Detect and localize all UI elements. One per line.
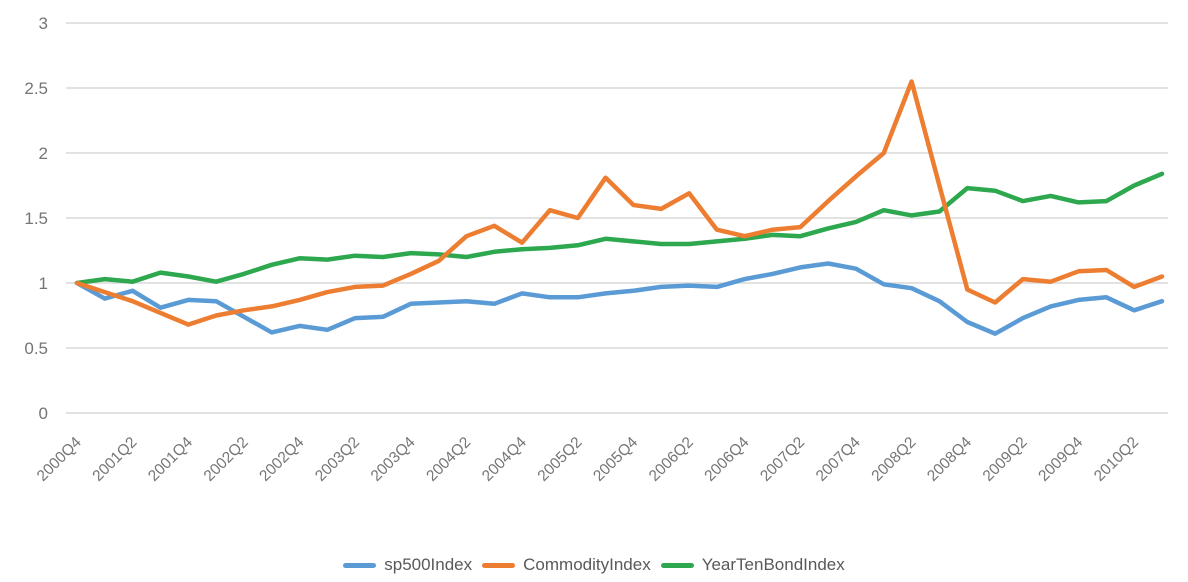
legend-label: sp500Index <box>384 555 473 574</box>
y-axis-tick-label: 0.5 <box>24 339 48 358</box>
series-line-sp500Index <box>74 261 1165 336</box>
x-axis-tick-label: 2006Q4 <box>701 434 752 485</box>
x-axis-tick-label: 2005Q2 <box>535 434 586 485</box>
y-axis: 0 0.5 1 1.5 2 2.5 3 <box>24 14 48 423</box>
legend-item-YearTenBondIndex: YearTenBondIndex <box>660 555 845 575</box>
gridlines <box>66 22 1168 414</box>
y-axis-tick-label: 2.5 <box>24 79 48 98</box>
x-axis-tick-label: 2000Q4 <box>34 434 85 485</box>
series-line-YearTenBondIndex <box>74 171 1165 286</box>
x-axis-tick-label: 2004Q2 <box>423 434 474 485</box>
x-axis-tick-label: 2005Q4 <box>590 434 641 485</box>
legend-swatch-YearTenBondIndex <box>660 562 694 568</box>
legend-swatch-CommodityIndex <box>482 562 516 568</box>
y-axis-tick-label: 3 <box>39 14 48 33</box>
x-axis-tick-label: 2003Q2 <box>312 434 363 485</box>
x-axis-tick-label: 2001Q2 <box>89 434 140 485</box>
legend-label: CommodityIndex <box>523 555 651 574</box>
legend-label: YearTenBondIndex <box>701 555 845 574</box>
x-axis-tick-label: 2002Q2 <box>201 434 252 485</box>
x-axis-tick-label: 2010Q2 <box>1091 434 1142 485</box>
x-axis-tick-label: 2003Q4 <box>368 434 419 485</box>
x-axis-tick-label: 2006Q2 <box>646 434 697 485</box>
y-axis-tick-label: 1.5 <box>24 209 48 228</box>
series-line-CommodityIndex <box>74 79 1165 327</box>
legend-item-sp500Index: sp500Index <box>343 555 472 575</box>
y-axis-tick-label: 0 <box>39 404 48 423</box>
x-axis: 2000Q4 2001Q2 2001Q4 2002Q2 2002Q4 2003Q2 2003… <box>34 434 1142 485</box>
x-axis-tick-label: 2004Q4 <box>479 434 530 485</box>
x-axis-tick-label: 2009Q2 <box>980 434 1031 485</box>
chart-legend: sp500Index CommodityIndex YearTenBondIndex <box>0 555 1188 575</box>
x-axis-tick-label: 2008Q2 <box>868 434 919 485</box>
x-axis-tick-label: 2009Q4 <box>1035 434 1086 485</box>
x-axis-tick-label: 2007Q2 <box>757 434 808 485</box>
legend-swatch-sp500Index <box>343 562 377 568</box>
legend-item-CommodityIndex: CommodityIndex <box>482 555 651 575</box>
x-axis-tick-label: 2001Q4 <box>145 434 196 485</box>
y-axis-tick-label: 2 <box>39 144 48 163</box>
x-axis-tick-label: 2002Q4 <box>256 434 307 485</box>
x-axis-tick-label: 2008Q4 <box>924 434 975 485</box>
x-axis-tick-label: 2007Q4 <box>813 434 864 485</box>
y-axis-tick-label: 1 <box>39 274 48 293</box>
